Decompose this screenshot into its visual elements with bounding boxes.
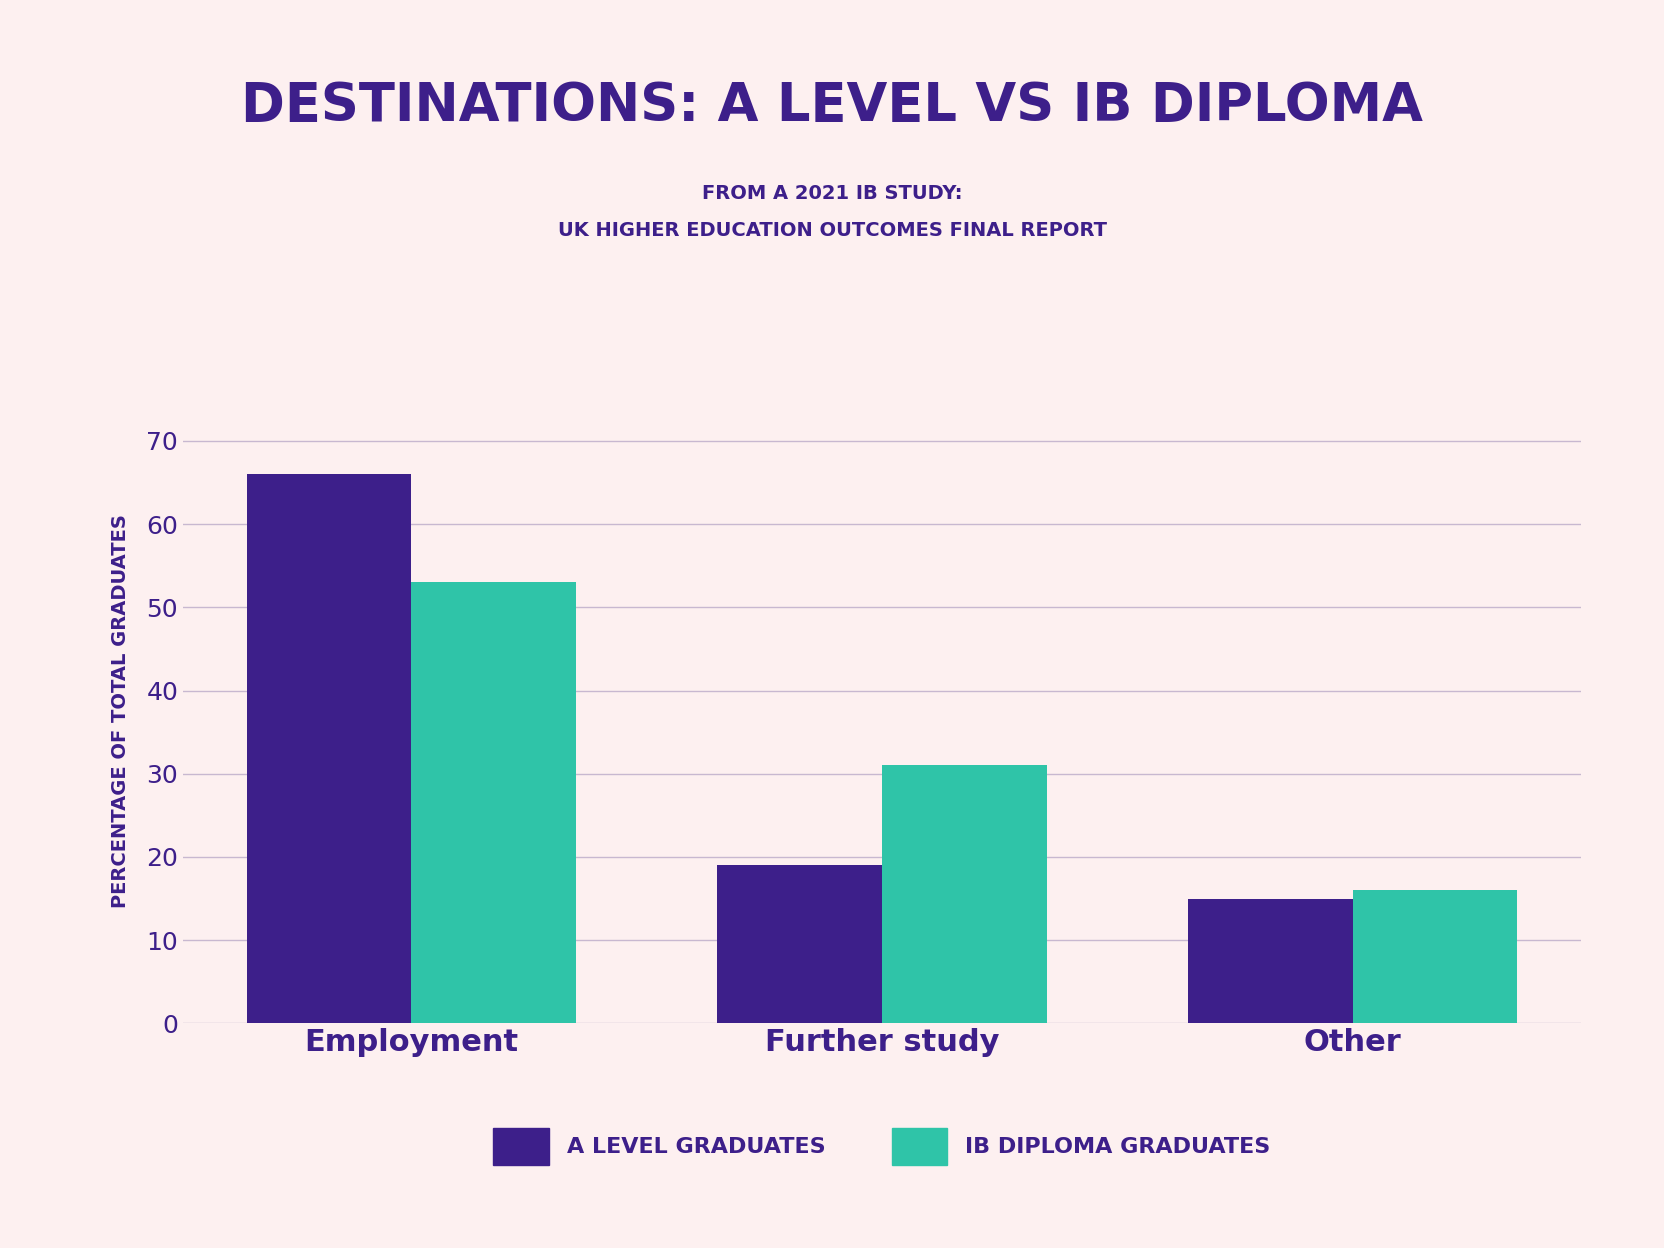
Text: DESTINATIONS: A LEVEL VS IB DIPLOMA: DESTINATIONS: A LEVEL VS IB DIPLOMA — [241, 80, 1423, 132]
Bar — [1353, 890, 1518, 1023]
Bar — [1188, 899, 1353, 1023]
Y-axis label: PERCENTAGE OF TOTAL GRADUATES: PERCENTAGE OF TOTAL GRADUATES — [110, 514, 130, 909]
Bar — [717, 865, 882, 1023]
Bar — [246, 474, 411, 1023]
Legend: A LEVEL GRADUATES, IB DIPLOMA GRADUATES: A LEVEL GRADUATES, IB DIPLOMA GRADUATES — [471, 1106, 1293, 1187]
Text: FROM A 2021 IB STUDY:: FROM A 2021 IB STUDY: — [702, 183, 962, 203]
Bar — [882, 765, 1047, 1023]
Bar — [411, 583, 576, 1023]
Text: UK HIGHER EDUCATION OUTCOMES FINAL REPORT: UK HIGHER EDUCATION OUTCOMES FINAL REPOR… — [557, 221, 1107, 241]
